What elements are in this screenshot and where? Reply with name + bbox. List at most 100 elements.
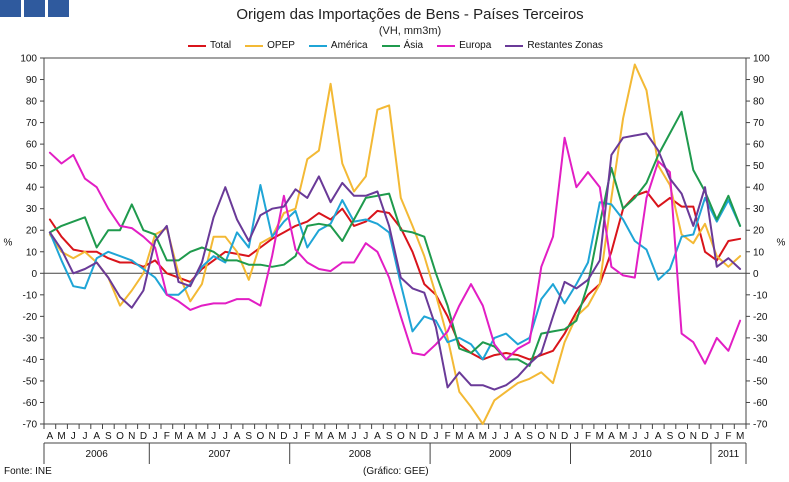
- x-tick-label: J: [71, 431, 76, 442]
- x-tick-label: D: [561, 431, 568, 442]
- x-tick-label: O: [537, 431, 545, 442]
- legend-label: Restantes Zonas: [527, 40, 603, 51]
- x-tick-label: J: [82, 431, 87, 442]
- y-axis-label-left: %: [4, 237, 13, 248]
- y-tick-label-right: -50: [753, 376, 768, 387]
- x-tick-label: A: [608, 431, 615, 442]
- x-tick-label: J: [293, 431, 298, 442]
- x-tick-label: D: [140, 431, 147, 442]
- y-tick-label-left: 30: [26, 204, 38, 215]
- x-tick-label: A: [655, 431, 662, 442]
- chart-subtitle: (VH, mm3m): [378, 25, 442, 37]
- x-tick-label: S: [386, 431, 393, 442]
- legend-swatch: [308, 44, 327, 47]
- series-line--sia: [48, 110, 742, 367]
- y-tick-label-right: 0: [753, 269, 759, 280]
- y-tick-label-right: -20: [753, 312, 768, 323]
- legend-item: América: [308, 40, 368, 51]
- legend-label: Total: [210, 40, 232, 51]
- series-line-europa: [48, 136, 742, 365]
- year-label: 2011: [718, 449, 740, 460]
- source-note: Fonte: INE: [4, 466, 52, 477]
- y-tick-label-right: 100: [753, 54, 770, 65]
- x-tick-label: F: [725, 431, 731, 442]
- legend-swatch: [505, 44, 524, 47]
- x-tick-label: O: [116, 431, 124, 442]
- x-tick-label: F: [445, 431, 451, 442]
- y-tick-label-right: 10: [753, 247, 765, 258]
- x-tick-label: J: [211, 431, 216, 442]
- x-tick-label: A: [187, 431, 194, 442]
- chart-title: Origem das Importações de Bens - Países …: [236, 6, 584, 23]
- x-tick-label: A: [93, 431, 100, 442]
- y-tick-label-left: 20: [26, 226, 38, 237]
- y-tick-label-left: 60: [26, 140, 38, 151]
- x-tick-label: N: [128, 431, 135, 442]
- x-tick-label: F: [585, 431, 591, 442]
- y-tick-label-left: -70: [23, 420, 38, 431]
- x-tick-label: S: [526, 431, 533, 442]
- y-tick-label-left: -10: [23, 290, 38, 301]
- year-label: 2007: [208, 449, 231, 460]
- x-tick-label: J: [352, 431, 357, 442]
- x-tick-label: D: [421, 431, 428, 442]
- x-tick-label: S: [105, 431, 112, 442]
- y-tick-label-right: 70: [753, 118, 765, 129]
- year-label: 2010: [630, 449, 653, 460]
- legend-item: Restantes Zonas: [505, 40, 603, 51]
- logo-square: [48, 0, 69, 17]
- x-tick-label: J: [492, 431, 497, 442]
- y-tick-label-right: -30: [753, 333, 768, 344]
- y-axis-label-right: %: [777, 237, 786, 248]
- x-tick-label: A: [327, 431, 334, 442]
- x-tick-label: M: [479, 431, 487, 442]
- y-tick-label-left: -50: [23, 376, 38, 387]
- y-tick-label-right: -10: [753, 290, 768, 301]
- y-tick-label-left: 0: [31, 269, 37, 280]
- x-tick-label: M: [455, 431, 463, 442]
- x-tick-label: M: [736, 431, 744, 442]
- x-tick-label: J: [632, 431, 637, 442]
- year-label: 2009: [489, 449, 512, 460]
- y-tick-label-right: 60: [753, 140, 765, 151]
- legend-swatch: [188, 44, 206, 47]
- x-tick-label: N: [549, 431, 556, 442]
- x-tick-label: D: [701, 431, 708, 442]
- x-tick-label: F: [304, 431, 310, 442]
- y-tick-label-left: -60: [23, 398, 38, 409]
- y-tick-label-right: 50: [753, 161, 765, 172]
- x-tick-label: J: [223, 431, 228, 442]
- y-tick-label-left: -30: [23, 333, 38, 344]
- x-tick-label: J: [153, 431, 158, 442]
- x-tick-label: M: [315, 431, 323, 442]
- x-tick-label: M: [338, 431, 346, 442]
- x-tick-label: O: [678, 431, 686, 442]
- y-tick-label-right: 40: [753, 183, 765, 194]
- series-line-am-rica: [48, 184, 742, 361]
- y-tick-label-right: 20: [753, 226, 765, 237]
- x-tick-label: N: [409, 431, 416, 442]
- x-tick-label: J: [644, 431, 649, 442]
- legend-label: OPEP: [267, 40, 295, 51]
- chart-legend: Total OPEP América Ásia Europa Restantes Zona…: [188, 40, 603, 51]
- y-tick-label-right: -40: [753, 355, 768, 366]
- legend-label: Europa: [459, 40, 492, 51]
- x-tick-label: A: [374, 431, 381, 442]
- legend-item: Ásia: [381, 40, 424, 51]
- y-tick-label-right: -60: [753, 398, 768, 409]
- x-tick-label: J: [714, 431, 719, 442]
- x-tick-label: O: [257, 431, 265, 442]
- legend-swatch: [437, 44, 456, 47]
- legend-swatch: [245, 44, 264, 47]
- y-tick-label-left: 100: [20, 54, 37, 65]
- x-tick-label: J: [363, 431, 368, 442]
- y-tick-label-left: 10: [26, 247, 38, 258]
- x-tick-label: J: [504, 431, 509, 442]
- y-tick-label-left: 50: [26, 161, 38, 172]
- legend-item: Total: [188, 40, 231, 51]
- x-tick-label: M: [198, 431, 206, 442]
- legend-label: Ásia: [403, 40, 424, 51]
- y-tick-label-left: 40: [26, 183, 38, 194]
- legend-label: América: [330, 40, 368, 51]
